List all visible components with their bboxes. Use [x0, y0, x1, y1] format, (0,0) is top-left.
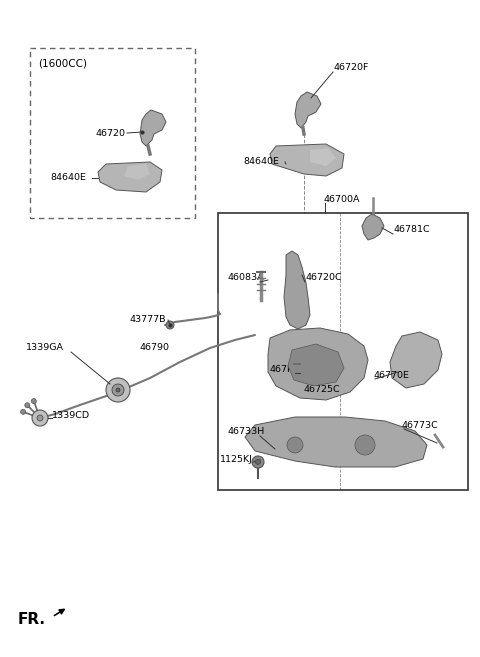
- Polygon shape: [270, 144, 344, 176]
- Text: 1125KJ: 1125KJ: [220, 455, 253, 464]
- Text: 46720C: 46720C: [305, 273, 342, 283]
- Polygon shape: [124, 164, 150, 180]
- Circle shape: [252, 456, 264, 468]
- Circle shape: [287, 437, 303, 453]
- Text: 46781C: 46781C: [393, 225, 430, 235]
- Text: FR.: FR.: [18, 612, 46, 627]
- Polygon shape: [98, 162, 162, 192]
- Text: 46083A: 46083A: [228, 273, 264, 283]
- Bar: [218, 213, 468, 490]
- Polygon shape: [362, 214, 384, 240]
- Circle shape: [355, 435, 375, 455]
- Circle shape: [255, 459, 261, 464]
- Circle shape: [106, 378, 130, 402]
- Text: 46790: 46790: [140, 344, 170, 353]
- Circle shape: [21, 409, 25, 415]
- Circle shape: [31, 399, 36, 403]
- Circle shape: [112, 384, 124, 396]
- Circle shape: [37, 415, 43, 421]
- Text: 467P6: 467P6: [270, 365, 300, 374]
- Polygon shape: [310, 148, 336, 166]
- Text: 46725C: 46725C: [303, 386, 340, 394]
- Polygon shape: [268, 328, 368, 400]
- Text: 84640E: 84640E: [243, 158, 279, 166]
- Text: 46770E: 46770E: [374, 371, 410, 380]
- Text: 1339CD: 1339CD: [52, 411, 90, 420]
- Text: 46773C: 46773C: [402, 420, 439, 430]
- Polygon shape: [295, 92, 321, 128]
- Text: 43777B: 43777B: [130, 315, 167, 325]
- Text: 84640E: 84640E: [50, 173, 86, 183]
- Polygon shape: [140, 110, 166, 146]
- Text: 46720F: 46720F: [333, 64, 368, 72]
- Text: (1600CC): (1600CC): [38, 59, 87, 69]
- Polygon shape: [284, 251, 310, 329]
- Polygon shape: [288, 344, 344, 386]
- Polygon shape: [245, 417, 427, 467]
- Text: 46700A: 46700A: [323, 196, 360, 204]
- Circle shape: [32, 410, 48, 426]
- Polygon shape: [390, 332, 442, 388]
- Text: 46733H: 46733H: [228, 428, 265, 436]
- Circle shape: [25, 403, 30, 408]
- Circle shape: [116, 388, 120, 392]
- Text: 46720: 46720: [95, 129, 125, 137]
- Text: 1339GA: 1339GA: [26, 344, 64, 353]
- Circle shape: [166, 321, 174, 329]
- Bar: [30, 48, 195, 218]
